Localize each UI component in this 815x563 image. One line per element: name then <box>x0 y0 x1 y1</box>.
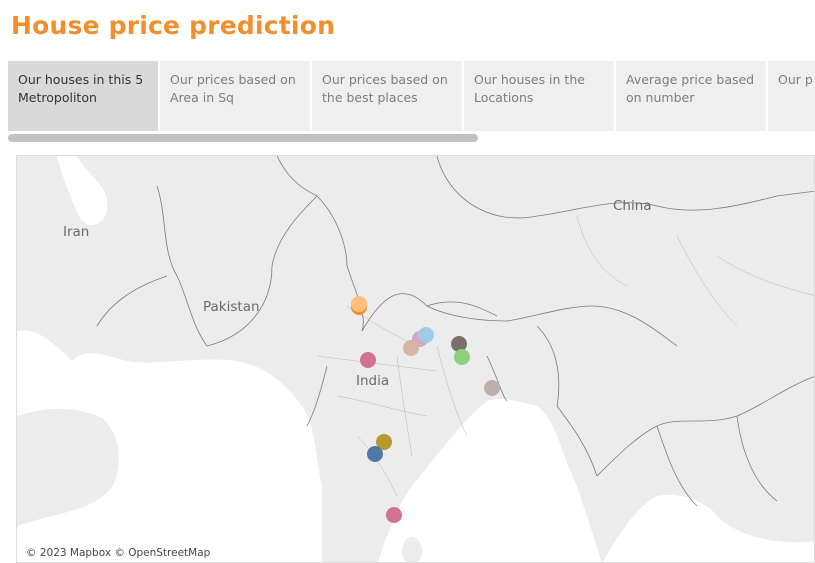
city-markers <box>351 296 500 523</box>
tab-houses-in-locations[interactable]: Our houses in the Locations <box>464 61 614 131</box>
story-tabs: Our houses in this 5 Metropoliton Our pr… <box>8 61 815 131</box>
country-label-china: China <box>613 198 652 214</box>
tab-prices-by-area[interactable]: Our prices based on Area in Sq <box>160 61 310 131</box>
country-borders <box>96 156 814 507</box>
map-attribution[interactable]: © 2023 Mapbox © OpenStreetMap <box>24 547 213 559</box>
bay-of-bengal <box>377 398 602 562</box>
map-marker-lucknow-2[interactable] <box>418 327 434 343</box>
page-title: House price prediction <box>11 11 336 40</box>
map-marker-patna[interactable] <box>451 336 467 352</box>
map-view[interactable]: Iran Pakistan India China © 2023 Mapbox … <box>16 155 815 563</box>
country-label-iran: Iran <box>63 224 90 240</box>
map-marker-hyderabad-2[interactable] <box>367 446 383 462</box>
map-marker-kolkata[interactable] <box>484 380 500 396</box>
map-marker-kanpur[interactable] <box>403 340 419 356</box>
country-label-india: India <box>356 373 390 389</box>
andaman-sea <box>603 494 814 562</box>
map-marker-delhi-2[interactable] <box>351 296 367 312</box>
map-canvas[interactable] <box>17 156 815 563</box>
map-marker-bhopal[interactable] <box>360 352 376 368</box>
tabs-scrollbar-thumb[interactable] <box>8 134 478 142</box>
tab-prices-truncated[interactable]: Our p rice.. <box>768 61 815 131</box>
arabian-sea <box>17 330 322 562</box>
tab-prices-best-places[interactable]: Our prices based on the best places <box>312 61 462 131</box>
map-marker-hyderabad-1[interactable] <box>376 434 392 450</box>
caspian-sea <box>57 156 108 226</box>
sri-lanka <box>402 537 422 562</box>
country-label-pakistan: Pakistan <box>203 299 260 315</box>
tab-average-price-by-number[interactable]: Average price based on number <box>616 61 766 131</box>
map-marker-chennai[interactable] <box>386 507 402 523</box>
tab-houses-in-metropolitan[interactable]: Our houses in this 5 Metropoliton <box>8 61 158 131</box>
tabs-scrollbar[interactable] <box>8 134 815 142</box>
map-marker-ranchi[interactable] <box>454 349 470 365</box>
arabia-land <box>17 408 119 526</box>
